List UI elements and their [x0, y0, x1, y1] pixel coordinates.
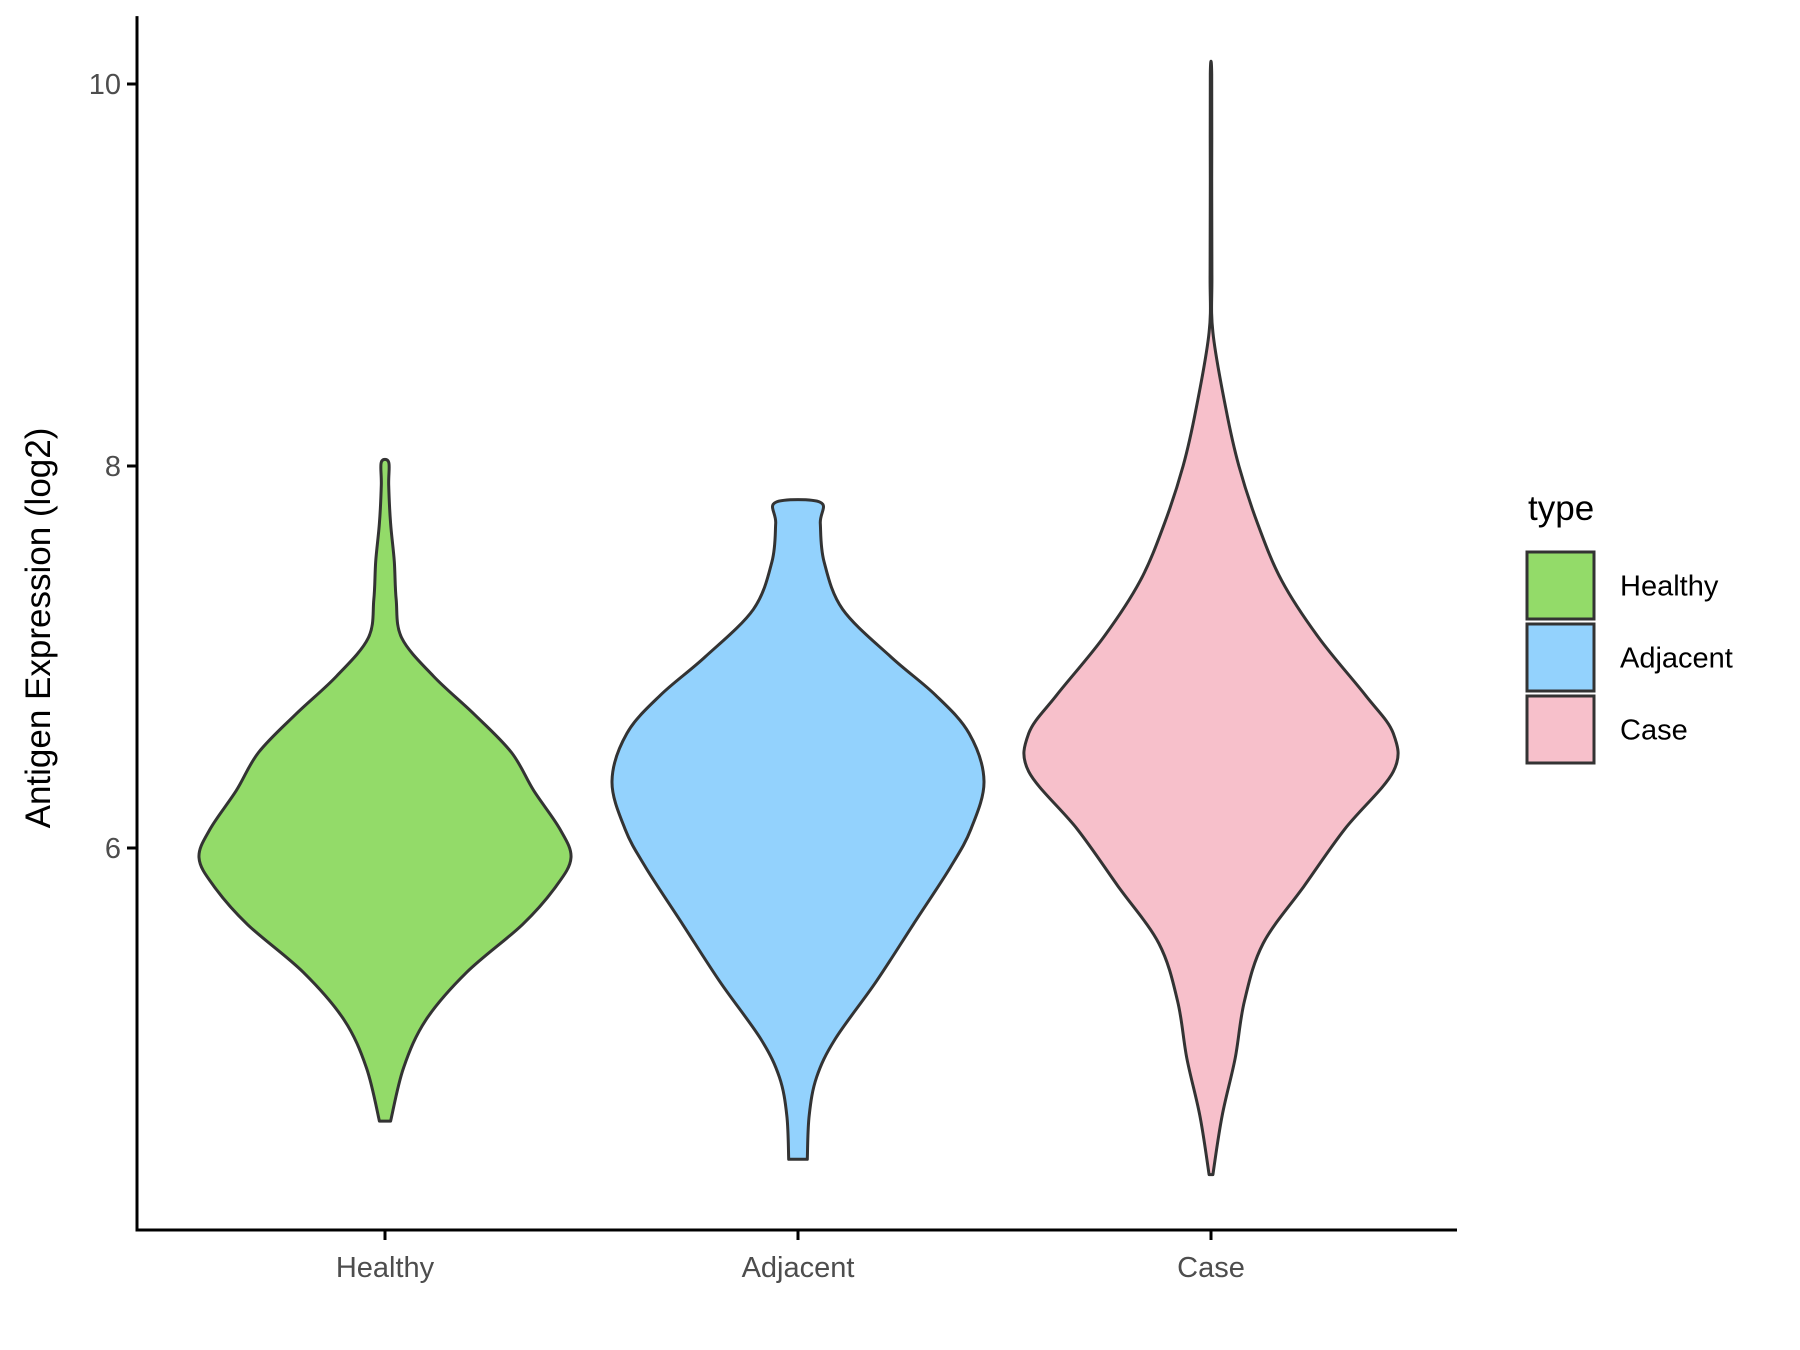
x-ticks: Healthy Adjacent Case: [336, 1230, 1245, 1284]
violin-layer: [197, 59, 1400, 1177]
y-axis-title: Antigen Expression (log2): [19, 428, 58, 829]
legend-label-adjacent: Adjacent: [1620, 643, 1733, 675]
violin-case: [1022, 59, 1400, 1177]
legend-key-case: [1525, 694, 1596, 765]
legend-label-healthy: Healthy: [1620, 571, 1719, 603]
legend-key-adjacent: [1525, 622, 1596, 693]
x-tick-label: Adjacent: [742, 1252, 855, 1284]
legend-label-case: Case: [1620, 715, 1688, 747]
y-tick-label: 10: [89, 69, 121, 101]
axes: 6 8 10 Healthy Adjacent Case: [89, 16, 1457, 1284]
legend: type Healthy Adjacent Case: [1525, 489, 1733, 765]
y-tick-label: 6: [105, 833, 121, 865]
violin-healthy: [197, 457, 573, 1123]
x-tick-label: Case: [1177, 1252, 1245, 1284]
x-tick-label: Healthy: [336, 1252, 435, 1284]
legend-items: Healthy Adjacent Case: [1525, 550, 1733, 765]
violin-adjacent: [610, 498, 986, 1161]
legend-key-healthy: [1525, 550, 1596, 621]
y-tick-label: 8: [105, 451, 121, 483]
y-ticks: 6 8 10: [89, 69, 137, 865]
legend-title: type: [1528, 489, 1594, 528]
